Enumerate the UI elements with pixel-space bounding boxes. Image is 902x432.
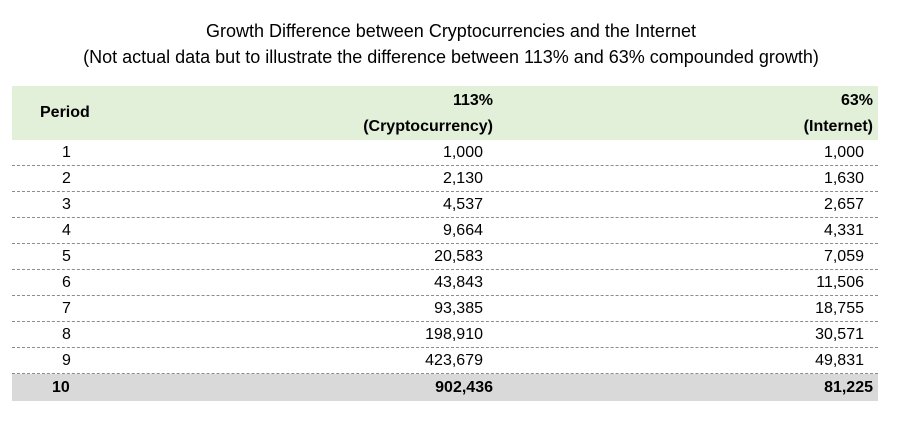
cryptocurrency-value-cell: 2,130 xyxy=(442,170,483,187)
header-internet-rate: 63% xyxy=(840,92,873,109)
cryptocurrency-value-cell: 902,436 xyxy=(435,379,493,396)
internet-value-cell: 1,630 xyxy=(823,170,864,187)
header-internet: 63% (Internet) xyxy=(804,88,873,140)
period-cell: 5 xyxy=(62,248,71,265)
internet-value-cell: 7,059 xyxy=(823,248,864,265)
cryptocurrency-value-cell: 93,385 xyxy=(434,300,483,317)
internet-value-cell: 2,657 xyxy=(823,196,864,213)
internet-value-cell: 18,755 xyxy=(815,300,864,317)
table-row: 2 2,130 1,630 xyxy=(12,166,878,192)
internet-value-cell: 49,831 xyxy=(815,352,864,369)
header-internet-label: (Internet) xyxy=(803,118,873,135)
table-row-final: 10 902,436 81,225 xyxy=(12,374,878,401)
internet-value-cell: 4,331 xyxy=(823,222,864,239)
period-cell: 6 xyxy=(62,274,71,291)
table-row: 7 93,385 18,755 xyxy=(12,296,878,322)
header-cryptocurrency-label: (Cryptocurrency) xyxy=(363,118,493,135)
internet-value-cell: 81,225 xyxy=(824,379,873,396)
table-row: 1 1,000 1,000 xyxy=(12,140,878,166)
header-cryptocurrency: 113% (Cryptocurrency) xyxy=(363,88,493,140)
table-header: Period 113% (Cryptocurrency) 63% (Intern… xyxy=(12,86,878,140)
cryptocurrency-value-cell: 198,910 xyxy=(425,326,483,343)
chart-title-block: Growth Difference between Cryptocurrenci… xyxy=(0,18,902,70)
table-row: 8 198,910 30,571 xyxy=(12,322,878,348)
period-cell: 8 xyxy=(62,326,71,343)
table-row: 6 43,843 11,506 xyxy=(12,270,878,296)
period-cell: 2 xyxy=(62,170,71,187)
cryptocurrency-value-cell: 9,664 xyxy=(442,222,483,239)
period-cell: 4 xyxy=(62,222,71,239)
period-cell: 3 xyxy=(62,196,71,213)
period-cell: 7 xyxy=(62,300,71,317)
table-row: 5 20,583 7,059 xyxy=(12,244,878,270)
table-row: 9 423,679 49,831 xyxy=(12,348,878,374)
period-cell: 10 xyxy=(52,379,70,396)
header-period: Period xyxy=(40,104,90,121)
chart-subtitle: (Not actual data but to illustrate the d… xyxy=(83,47,819,67)
internet-value-cell: 30,571 xyxy=(815,326,864,343)
chart-title: Growth Difference between Cryptocurrenci… xyxy=(206,21,696,41)
table-body: 1 1,000 1,000 2 2,130 1,630 3 4,537 2,657 4 9,664 4… xyxy=(12,140,878,401)
period-cell: 1 xyxy=(62,144,71,161)
growth-table: Period 113% (Cryptocurrency) 63% (Intern… xyxy=(12,86,878,401)
cryptocurrency-value-cell: 43,843 xyxy=(434,274,483,291)
cryptocurrency-value-cell: 423,679 xyxy=(425,352,483,369)
cryptocurrency-value-cell: 1,000 xyxy=(442,144,483,161)
header-cryptocurrency-rate: 113% xyxy=(452,92,493,109)
internet-value-cell: 11,506 xyxy=(816,274,864,291)
internet-value-cell: 1,000 xyxy=(823,144,864,161)
period-cell: 9 xyxy=(62,352,71,369)
cryptocurrency-value-cell: 4,537 xyxy=(442,196,483,213)
table-row: 4 9,664 4,331 xyxy=(12,218,878,244)
table-row: 3 4,537 2,657 xyxy=(12,192,878,218)
cryptocurrency-value-cell: 20,583 xyxy=(434,248,483,265)
